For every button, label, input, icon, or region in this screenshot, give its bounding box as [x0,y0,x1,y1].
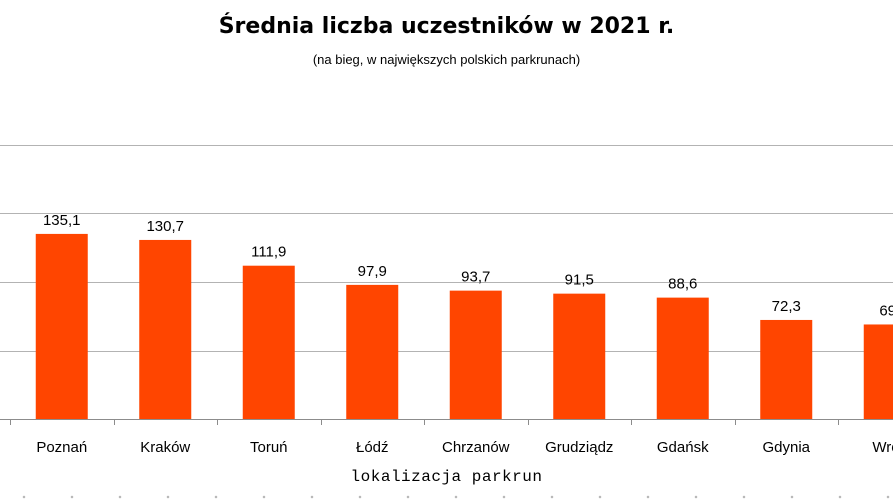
bottom-decoration [0,492,893,502]
bar-2 [242,265,295,419]
bar-8 [863,324,893,419]
bar-3 [346,284,399,419]
data-label: 91,5 [565,272,594,289]
x-tick-label: Grudziądz [545,439,613,456]
x-tick-label: Poznań [36,439,87,456]
data-label: 72,3 [772,298,801,315]
x-tick-label: Wroc [872,439,893,456]
bar-7 [760,319,813,419]
bar-6 [656,297,709,419]
bar-1 [139,239,192,419]
data-label: 130,7 [146,218,184,235]
chart-subtitle: (na bieg, w największych polskich parkru… [312,52,581,67]
data-label: 69, [879,302,893,319]
bar-4 [449,290,502,419]
chart-title: Średnia liczba uczestników w 2021 r. [218,14,675,39]
data-label: 111,9 [251,244,286,261]
data-label: 135,1 [43,212,81,229]
data-label: 93,7 [461,269,490,286]
x-tick-label: Łódź [356,439,389,456]
x-tick-label: Gdynia [762,439,810,456]
data-label: 88,6 [668,276,697,293]
x-tick-label: Gdańsk [657,439,709,456]
bar-5 [553,293,606,419]
data-label: 97,9 [358,263,387,280]
x-tick-label: Chrzanów [442,439,510,456]
x-tick-label: Toruń [250,439,288,456]
bar-0 [35,233,88,419]
x-axis-label: lokalizacja parkrun [350,468,543,486]
x-tick-label: Kraków [140,439,190,456]
